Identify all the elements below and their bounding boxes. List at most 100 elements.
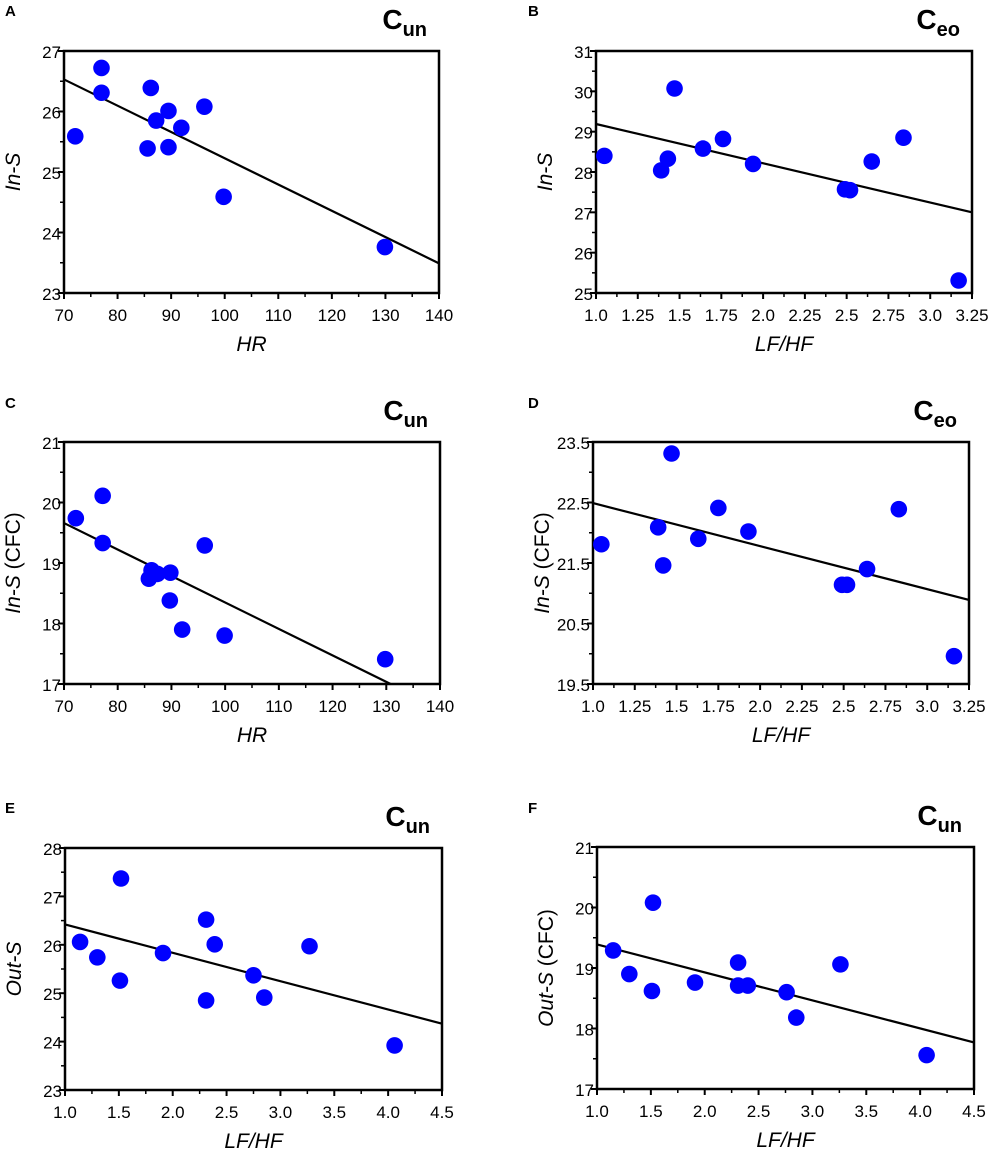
x-tick-label: 2.5 bbox=[832, 697, 856, 716]
y-tick-label: 23 bbox=[43, 1082, 62, 1101]
panel-label: E bbox=[5, 800, 15, 817]
y-tick-label: 30 bbox=[574, 83, 593, 102]
data-point bbox=[139, 140, 156, 157]
data-point bbox=[890, 500, 908, 518]
data-point bbox=[604, 942, 622, 959]
y-tick-label: 23 bbox=[42, 285, 61, 304]
plot-frame bbox=[62, 440, 442, 686]
condition-title: Cun bbox=[385, 801, 430, 838]
data-point bbox=[694, 140, 712, 157]
data-point bbox=[147, 112, 165, 129]
panel-a: A Cun 70 80 90 100 110 120 130 140 23 24 25 26 27 HR In-… bbox=[2, 3, 453, 356]
y-tick-label: 21 bbox=[575, 839, 594, 858]
data-point bbox=[111, 972, 129, 989]
condition-title-subscript: un bbox=[938, 815, 962, 837]
data-point bbox=[197, 911, 215, 928]
x-tick-label: 140 bbox=[426, 697, 454, 716]
x-tick-label: 3.0 bbox=[918, 306, 942, 325]
y-axis-label-main: Out-S bbox=[535, 972, 558, 1027]
x-tick-label: 4.0 bbox=[908, 1102, 932, 1121]
data-point bbox=[778, 983, 795, 1001]
x-tick-label: 80 bbox=[108, 306, 127, 325]
data-point bbox=[832, 956, 849, 973]
y-tick-label: 22.5 bbox=[557, 495, 590, 514]
y-tick-label: 24 bbox=[42, 225, 61, 244]
x-tick-label: 2.0 bbox=[161, 1103, 185, 1122]
y-axis-label-suffix: (CFC) bbox=[531, 512, 554, 575]
x-tick-label: 140 bbox=[425, 306, 453, 325]
x-tick-label: 130 bbox=[372, 697, 400, 716]
x-tick-label: 2.5 bbox=[835, 306, 859, 325]
x-tick-label: 3.0 bbox=[801, 1102, 825, 1121]
x-tick-label: 2.0 bbox=[751, 306, 775, 325]
x-tick-label: 1.75 bbox=[702, 697, 735, 716]
data-point bbox=[729, 954, 747, 971]
data-point bbox=[255, 989, 273, 1006]
y-tick-label: 26 bbox=[42, 104, 61, 123]
x-tick-label: 1.5 bbox=[107, 1103, 131, 1122]
y-tick-label: 19.5 bbox=[557, 676, 590, 695]
data-point bbox=[173, 621, 191, 638]
data-point bbox=[895, 129, 912, 147]
x-tick-label: 1.0 bbox=[581, 697, 605, 716]
y-tick-label: 17 bbox=[575, 1081, 594, 1100]
x-tick-label: 3.0 bbox=[915, 697, 939, 716]
x-tick-label: 120 bbox=[318, 306, 346, 325]
x-axis-label: LF/HF bbox=[755, 333, 815, 356]
data-point bbox=[173, 119, 190, 137]
data-point bbox=[376, 238, 394, 256]
x-tick-label: 1.75 bbox=[705, 306, 738, 325]
x-tick-label: 110 bbox=[265, 306, 292, 325]
condition-title: Ceo bbox=[913, 395, 957, 432]
y-tick-label: 20 bbox=[575, 900, 594, 919]
data-point bbox=[93, 84, 110, 102]
x-tick-label: 70 bbox=[55, 697, 74, 716]
x-tick-label: 2.25 bbox=[788, 306, 821, 325]
panel-f: F Cun 1.0 1.5 2.0 2.5 3.0 3.5 4.0 4.5 17 18 19 20 21 LF… bbox=[528, 800, 986, 1152]
panel-b: B Ceo 1.0 1.25 1.5 1.75 2.0 2.25 2.5 2.75 3.0 3.25 2… bbox=[528, 3, 989, 356]
data-point bbox=[643, 982, 661, 1000]
panel-e: E Cun 1.0 1.5 2.0 2.5 3.0 3.5 4.0 4.5 23 24 25 26 27 28… bbox=[3, 800, 454, 1153]
y-axis-label: In-S (CFC) bbox=[531, 512, 554, 614]
data-point bbox=[196, 98, 213, 115]
y-tick-label: 24 bbox=[43, 1034, 62, 1053]
data-point bbox=[245, 966, 262, 984]
regression-line bbox=[63, 78, 440, 265]
y-tick-label: 21 bbox=[42, 434, 61, 453]
data-point bbox=[94, 534, 111, 552]
y-tick-label: 18 bbox=[42, 616, 61, 635]
x-tick-label: 100 bbox=[211, 697, 239, 716]
data-point bbox=[94, 487, 111, 505]
data-point bbox=[663, 445, 680, 462]
x-tick-label: 4.5 bbox=[962, 1102, 986, 1121]
y-tick-label: 27 bbox=[42, 43, 61, 62]
condition-title: Ceo bbox=[916, 4, 960, 41]
y-tick-label: 31 bbox=[574, 43, 593, 62]
data-point bbox=[206, 936, 224, 953]
x-tick-label: 1.0 bbox=[585, 1102, 609, 1121]
regression-line bbox=[63, 522, 392, 685]
panel-d: D Ceo 1.0 1.25 1.5 1.75 2.0 2.25 2.5 2.75 3.0 3.25 1… bbox=[528, 395, 986, 747]
condition-title-subscript: un bbox=[404, 410, 428, 432]
condition-title-main: C bbox=[916, 4, 936, 35]
y-axis-label-main: In-S bbox=[534, 153, 557, 192]
data-point bbox=[945, 647, 963, 665]
x-tick-label: 1.25 bbox=[621, 306, 654, 325]
y-tick-label: 20 bbox=[42, 495, 61, 514]
x-tick-label: 120 bbox=[318, 697, 346, 716]
data-point bbox=[787, 1009, 805, 1026]
y-axis-label-main: In-S bbox=[531, 575, 554, 614]
x-tick-label: 3.0 bbox=[269, 1103, 293, 1122]
condition-title-subscript: un bbox=[403, 19, 427, 41]
y-tick-label: 17 bbox=[42, 676, 61, 695]
data-point bbox=[196, 537, 214, 554]
x-tick-label: 1.25 bbox=[618, 697, 651, 716]
data-point bbox=[710, 499, 727, 517]
data-point bbox=[596, 147, 613, 165]
panel-label: C bbox=[5, 395, 16, 412]
y-tick-label: 23.5 bbox=[557, 434, 590, 453]
y-axis-label: Out-S (CFC) bbox=[535, 909, 558, 1027]
data-point bbox=[950, 272, 967, 289]
panel-label: F bbox=[528, 800, 537, 817]
y-tick-label: 28 bbox=[43, 840, 62, 859]
